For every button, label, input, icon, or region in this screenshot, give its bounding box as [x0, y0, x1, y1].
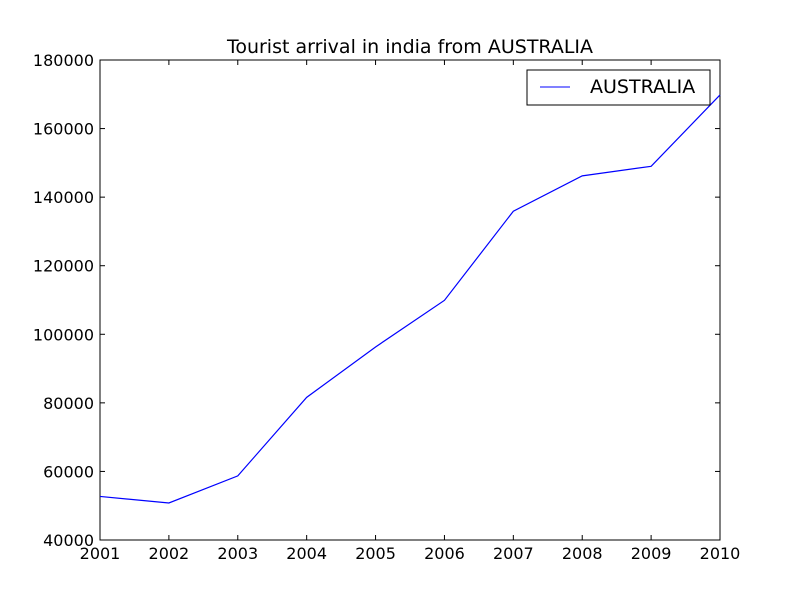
x-tick-label: 2002	[149, 544, 190, 563]
x-tick-label: 2005	[355, 544, 396, 563]
y-tick-label: 140000	[33, 188, 94, 207]
chart-title: Tourist arrival in india from AUSTRALIA	[226, 36, 593, 58]
y-tick-label: 40000	[43, 531, 94, 550]
x-tick-label: 2008	[562, 544, 603, 563]
y-tick-label: 120000	[33, 257, 94, 276]
y-tick-label: 60000	[43, 462, 94, 481]
x-tick-label: 2006	[424, 544, 465, 563]
y-tick-label: 100000	[33, 325, 94, 344]
x-tick-label: 2007	[493, 544, 534, 563]
x-tick-label: 2009	[631, 544, 672, 563]
y-tick-label: 80000	[43, 394, 94, 413]
x-tick-label: 2004	[286, 544, 327, 563]
series-line-australia	[100, 95, 720, 503]
legend: AUSTRALIA	[527, 70, 710, 105]
y-tick-label: 160000	[33, 120, 94, 139]
y-tick-label: 180000	[33, 51, 94, 70]
x-tick-label: 2003	[217, 544, 258, 563]
legend-label-australia: AUSTRALIA	[590, 76, 695, 98]
x-tick-label: 2010	[700, 544, 741, 563]
plot-frame	[100, 60, 720, 540]
